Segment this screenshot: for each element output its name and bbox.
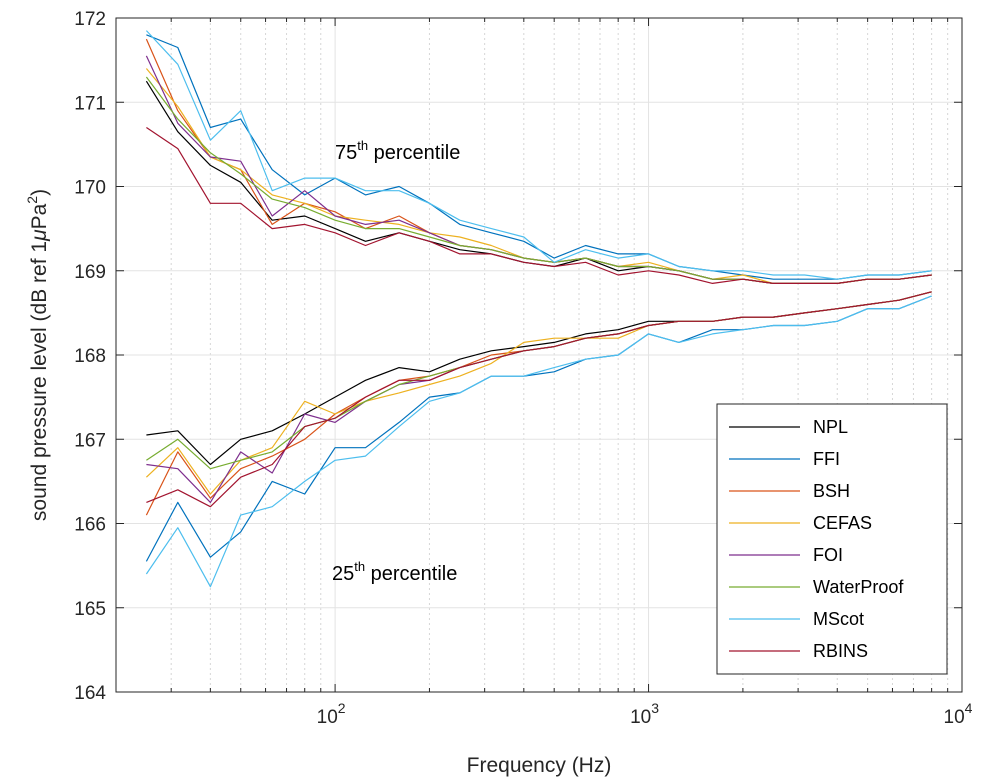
series-line-rbins-p75 — [146, 127, 932, 284]
x-tick-label: 103 — [630, 700, 659, 728]
legend-label-ffi: FFI — [813, 449, 840, 469]
legend-box — [716, 403, 948, 675]
legend-label-bsh: BSH — [813, 481, 850, 501]
legend-label-waterproof: WaterProof — [813, 577, 904, 597]
x-tick-label-base: 10 — [630, 707, 651, 728]
annotation-75th: 75th percentile — [335, 138, 460, 164]
y-axis-label-unit: Pa — [28, 203, 51, 229]
annotation-25th-num: 25 — [332, 563, 354, 585]
x-tick-label: 102 — [317, 700, 346, 728]
ticks — [115, 17, 962, 693]
x-tick-label-exp: 4 — [965, 700, 973, 716]
y-axis-label: sound pressure level (dB ref 1μPa2) — [24, 189, 51, 521]
annotation-25th-text: percentile — [365, 563, 457, 585]
series-line-mscot-p75 — [145, 30, 932, 280]
y-tick-label: 164 — [74, 683, 106, 704]
y-tick-label: 167 — [74, 430, 106, 451]
legend-label-rbins: RBINS — [813, 641, 868, 661]
y-axis-label-mu: μ — [28, 229, 51, 242]
y-tick-label: 168 — [74, 346, 106, 367]
y-tick-label: 169 — [74, 262, 106, 283]
x-tick-label-exp: 2 — [338, 700, 346, 716]
annotation-25th: 25th percentile — [332, 559, 457, 585]
annotation-75th-num: 75 — [335, 142, 357, 164]
legend-label-npl: NPL — [813, 417, 848, 437]
annotation-75th-sup: th — [357, 138, 368, 153]
x-axis-label: Frequency (Hz) — [467, 754, 612, 777]
y-tick-label: 171 — [74, 93, 106, 114]
y-tick-label: 170 — [74, 178, 106, 199]
x-tick-label-exp: 3 — [651, 700, 659, 716]
annotation-75th-text: percentile — [368, 142, 460, 164]
series-line-mscot-p25 — [145, 295, 932, 588]
y-tick-label: 172 — [74, 9, 106, 30]
x-tick-label: 104 — [944, 700, 973, 728]
y-axis-label-sup: 2 — [24, 196, 40, 204]
x-tick-label-base: 10 — [944, 707, 965, 728]
legend: NPL FFI BSH CEFAS FOI WaterProof MScot RBINS — [716, 403, 948, 675]
y-tick-label: 165 — [74, 599, 106, 620]
series-line-rbins-p25 — [146, 291, 932, 508]
y-axis-label-main: sound pressure level (dB ref 1 — [28, 241, 51, 521]
legend-label-foi: FOI — [813, 545, 843, 565]
x-tick-label-base: 10 — [317, 707, 338, 728]
annotation-25th-sup: th — [354, 559, 365, 574]
legend-label-mscot: MScot — [813, 609, 864, 629]
legend-entries: NPL FFI BSH CEFAS FOI WaterProof MScot RBINS — [729, 417, 904, 661]
y-axis-label-close: ) — [28, 189, 51, 196]
y-tick-label: 166 — [74, 515, 106, 536]
legend-label-cefas: CEFAS — [813, 513, 872, 533]
series-lines — [145, 30, 932, 588]
